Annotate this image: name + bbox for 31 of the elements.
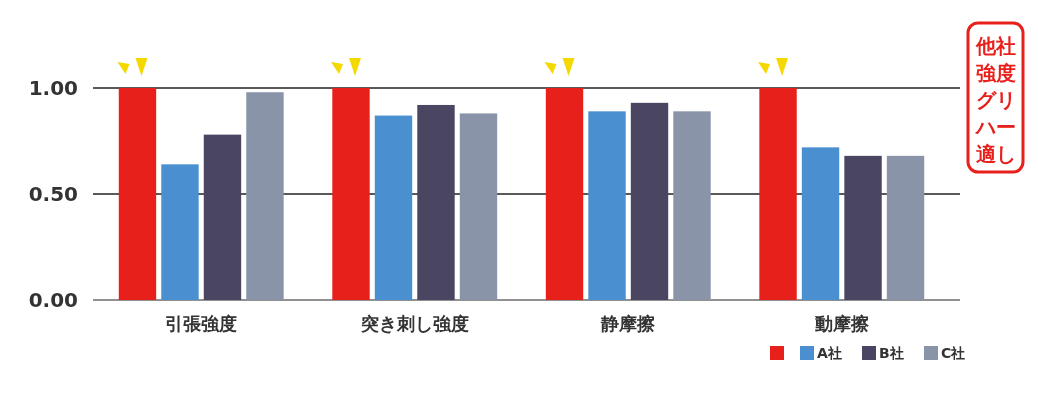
text: 他社: [975, 34, 1016, 58]
legend-label: C社: [941, 344, 966, 361]
bar: [844, 155, 882, 300]
bar: [417, 104, 455, 300]
x-tick-label: 引張強度: [165, 313, 238, 334]
legend-label: B社: [879, 344, 904, 361]
bar: [332, 88, 370, 300]
bar: [673, 111, 711, 300]
bar: [161, 164, 199, 300]
legend-label: A社: [817, 344, 842, 361]
bar: [203, 134, 242, 300]
x-tick-label: 突き刺し強度: [359, 313, 469, 334]
bar: [374, 115, 413, 300]
y-tick-label: 0.00: [28, 288, 78, 312]
bar: [459, 113, 498, 300]
y-tick-label: 1.00: [28, 76, 78, 100]
y-tick-label: 0.50: [28, 182, 78, 206]
x-tick-label: 静摩擦: [600, 313, 657, 334]
bar: [759, 88, 797, 300]
x-tick-label: 動摩擦: [813, 313, 870, 334]
bar: [588, 111, 626, 300]
bar: [118, 88, 157, 300]
text: ハー: [974, 115, 1016, 139]
text: 適し: [976, 142, 1016, 166]
bar: [246, 92, 284, 300]
bar: [630, 102, 669, 300]
bar: [801, 147, 840, 300]
text: 強度: [976, 61, 1016, 85]
bar: [886, 155, 925, 300]
text: グリ: [976, 88, 1016, 112]
bar: [545, 88, 584, 300]
